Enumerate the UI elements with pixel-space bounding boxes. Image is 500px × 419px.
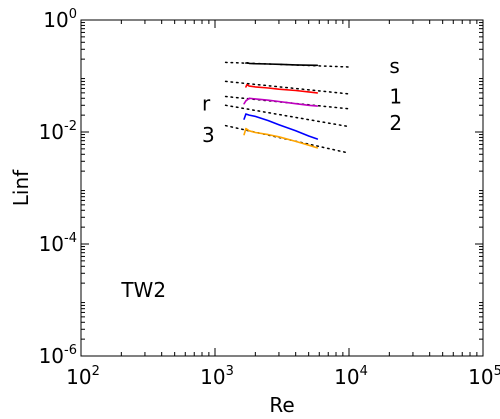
x-tick-label: 103 xyxy=(200,364,234,389)
x-tick-exponent: 4 xyxy=(360,364,368,379)
chart-annotation: 3 xyxy=(202,123,215,147)
y-tick-label: 100 xyxy=(43,7,77,32)
x-tick-exponent: 5 xyxy=(494,364,500,379)
series-line xyxy=(243,113,319,140)
series-line xyxy=(243,97,319,107)
x-tick-label: 105 xyxy=(468,364,500,389)
y-tick-exponent: 0 xyxy=(69,7,77,22)
series-layer xyxy=(224,61,350,154)
x-tick-exponent: 2 xyxy=(92,364,100,379)
x-tick-label: 104 xyxy=(334,364,368,389)
y-tick-exponent: -6 xyxy=(64,343,77,358)
y-axis-label: Linf xyxy=(9,169,33,206)
major-ticks xyxy=(80,19,484,357)
chart-annotation: r xyxy=(202,92,211,116)
x-axis-label: Re xyxy=(269,393,294,417)
y-tick-exponent: -2 xyxy=(64,119,77,134)
x-tick-exponent: 3 xyxy=(226,364,234,379)
plot-area xyxy=(80,19,484,357)
chart-annotation: TW2 xyxy=(120,278,166,302)
series-line xyxy=(245,83,319,94)
minor-ticks xyxy=(81,20,483,356)
y-tick-exponent: -4 xyxy=(64,231,77,246)
fit-line xyxy=(224,80,350,95)
series-line xyxy=(243,127,319,149)
chart-annotation: s xyxy=(389,54,399,78)
y-tick-label: 10-2 xyxy=(39,119,77,144)
y-tick-label: 10-4 xyxy=(39,231,77,256)
series-line xyxy=(245,61,319,67)
chart-annotation: 1 xyxy=(389,85,402,109)
fit-line xyxy=(224,104,350,128)
chart-annotation: 2 xyxy=(389,111,402,135)
x-tick-label: 102 xyxy=(66,364,100,389)
fit-line xyxy=(224,124,350,154)
tick-labels: 102 103 104 105 1 0 -6 10-4 10-2 100 xyxy=(39,7,500,389)
annotations: s 12 r 3 TW2 xyxy=(120,54,402,302)
